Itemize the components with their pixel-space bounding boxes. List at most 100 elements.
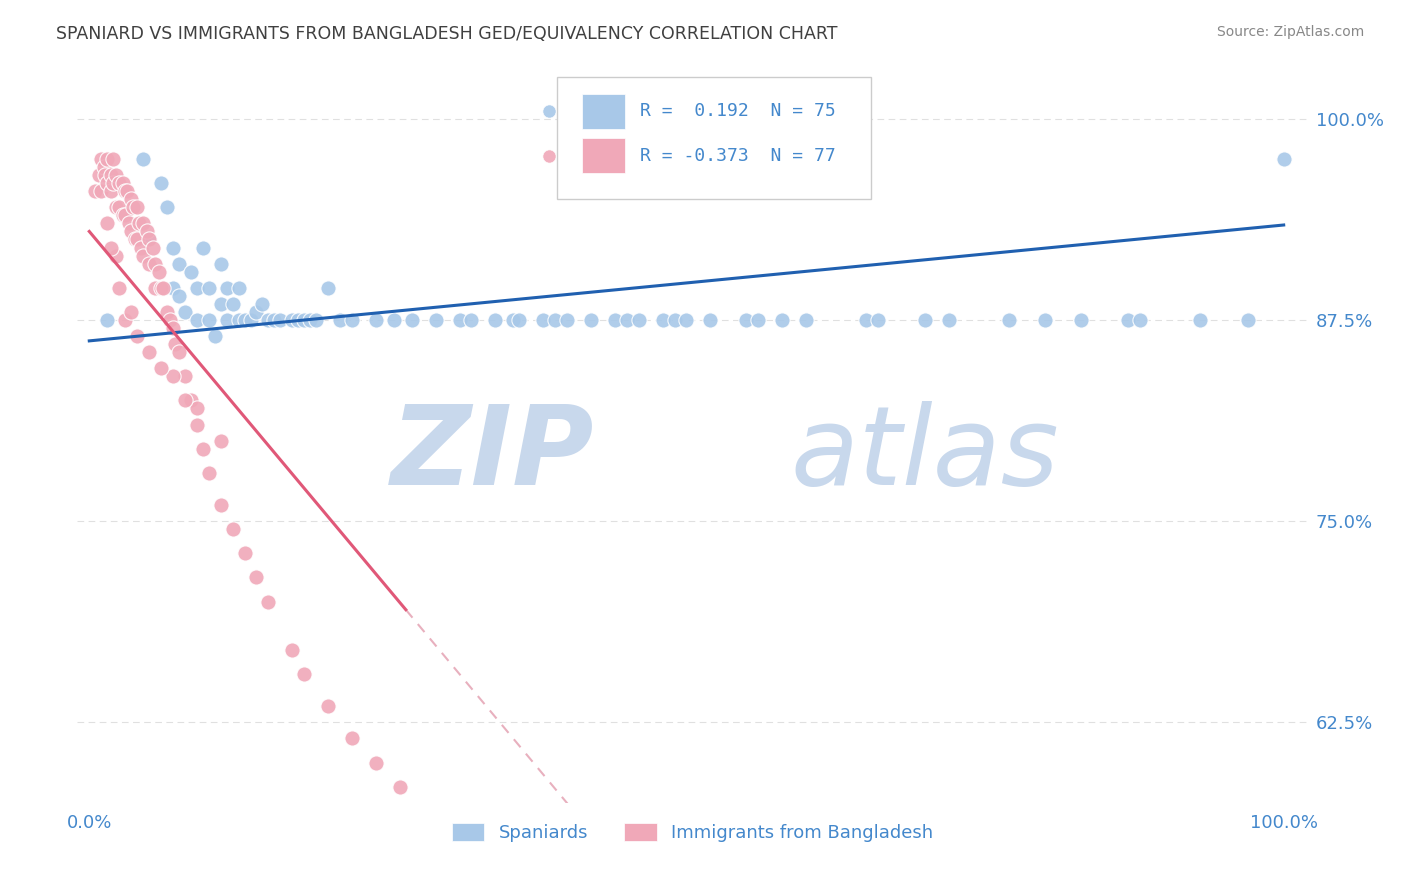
Point [508,313,530,327]
Point [794,313,817,327]
Point [603,313,626,327]
Point [536,218,558,232]
Point [340,731,363,746]
FancyBboxPatch shape [557,78,870,200]
Point [129,240,152,254]
Point [165,337,187,351]
Point [173,369,195,384]
Point [180,265,202,279]
Point [120,224,142,238]
Point [401,313,423,327]
Point [96,152,118,166]
Point [292,667,315,681]
Point [90,152,112,166]
Point [132,216,155,230]
Point [305,313,328,327]
Point [156,200,179,214]
Point [233,546,256,560]
Point [143,281,166,295]
Point [143,257,166,271]
Point [159,313,181,327]
Point [579,313,602,327]
Text: ZIP: ZIP [391,401,595,508]
Text: atlas: atlas [792,401,1060,508]
Point [1189,313,1212,327]
Point [651,313,673,327]
Point [138,257,160,271]
Point [287,313,309,327]
Point [544,313,567,327]
Point [316,699,339,714]
Point [675,313,697,327]
Point [191,442,214,456]
Point [114,184,136,198]
Point [627,313,650,327]
Point [998,313,1021,327]
Point [263,313,285,327]
Point [502,313,524,327]
Point [281,313,304,327]
Point [96,176,118,190]
Point [209,434,232,448]
Point [664,313,686,327]
Point [221,522,243,536]
Point [101,176,124,190]
Point [125,232,148,246]
Point [699,313,721,327]
Point [135,224,157,238]
Point [204,329,226,343]
Point [104,249,127,263]
Point [120,305,142,319]
Point [1118,313,1140,327]
Point [149,361,172,376]
Point [299,313,322,327]
Point [114,208,136,222]
Point [124,232,146,246]
Point [209,257,232,271]
Point [87,168,110,182]
Point [100,184,122,198]
Point [531,313,554,327]
Point [84,184,107,198]
Point [186,313,208,327]
Point [316,281,339,295]
Point [96,313,118,327]
Point [484,313,506,327]
Point [104,200,127,214]
Point [125,329,148,343]
Point [257,313,280,327]
Point [1129,313,1152,327]
Point [122,200,145,214]
Point [162,240,184,254]
Point [938,313,960,327]
FancyBboxPatch shape [582,94,624,129]
Point [257,594,280,608]
Point [364,756,387,770]
Text: SPANIARD VS IMMIGRANTS FROM BANGLADESH GED/EQUIVALENCY CORRELATION CHART: SPANIARD VS IMMIGRANTS FROM BANGLADESH G… [56,25,838,43]
Point [128,216,150,230]
Point [770,313,793,327]
Point [162,369,184,384]
Text: R = -0.373  N = 77: R = -0.373 N = 77 [640,146,835,165]
Point [96,216,118,230]
Point [138,345,160,359]
Point [329,313,352,327]
Point [167,345,190,359]
Point [132,249,155,263]
Point [104,168,127,182]
Point [108,281,131,295]
Point [245,305,267,319]
Point [747,313,769,327]
Point [382,313,405,327]
Point [149,281,172,295]
Point [1272,152,1295,166]
Point [555,313,578,327]
Point [449,313,471,327]
Point [1237,313,1260,327]
Point [100,240,122,254]
Point [1070,313,1092,327]
Point [90,184,112,198]
Point [425,313,447,327]
Point [233,313,256,327]
Point [162,281,184,295]
